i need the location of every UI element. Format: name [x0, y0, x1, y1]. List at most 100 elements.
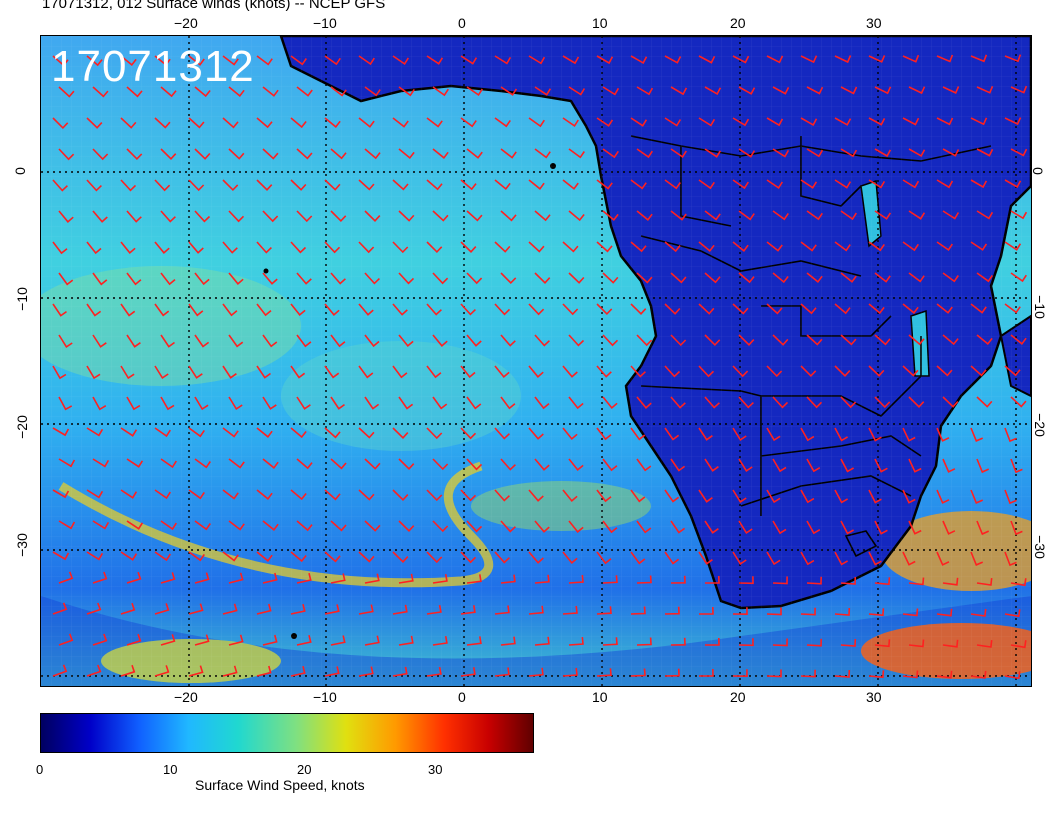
wind-barb	[154, 603, 170, 615]
lat-tick: −30	[13, 533, 30, 557]
wind-barb	[466, 334, 482, 347]
wind-barb	[1010, 520, 1023, 536]
wind-barb	[194, 572, 210, 584]
wind-barb	[738, 86, 756, 95]
wind-barb	[222, 427, 239, 438]
wind-barb	[970, 608, 987, 617]
wind-barb	[630, 55, 648, 65]
wind-barb	[568, 458, 584, 472]
colorbar-tick: 30	[428, 762, 443, 777]
wind-barb	[432, 458, 449, 471]
wind-barb	[970, 179, 988, 189]
wind-barb	[800, 607, 816, 616]
wind-barb	[562, 179, 579, 190]
wind-barb	[528, 667, 544, 677]
lat-tick: −20	[1031, 413, 1048, 437]
wind-barb	[460, 55, 478, 65]
wind-barb	[942, 210, 960, 220]
wind-barb	[188, 665, 204, 677]
wind-barb	[1010, 148, 1028, 157]
wind-barb	[296, 458, 313, 470]
wind-barb	[942, 86, 960, 94]
wind-barb	[154, 179, 171, 192]
wind-barb	[1004, 609, 1021, 618]
wind-barb	[970, 303, 987, 314]
wind-barb	[398, 210, 415, 222]
wind-barb	[699, 606, 714, 615]
wind-barb	[902, 608, 919, 617]
wind-barb	[562, 427, 578, 441]
wind-barb	[698, 241, 715, 253]
date-stamp: 17071312	[51, 42, 255, 91]
wind-barb	[500, 396, 516, 410]
wind-barb	[562, 551, 578, 565]
wind-barb	[874, 396, 891, 409]
wind-barb	[58, 272, 74, 286]
wind-barb	[534, 148, 551, 159]
wind-barb	[296, 396, 311, 410]
wind-barb	[120, 551, 138, 561]
wind-barb	[602, 637, 618, 646]
wind-barb	[256, 55, 273, 66]
wind-barb	[534, 520, 550, 533]
wind-barb	[466, 574, 482, 584]
wind-barb	[596, 303, 613, 316]
wind-barb	[772, 396, 789, 409]
wind-barb	[976, 458, 990, 474]
wind-barb	[222, 665, 238, 677]
wind-barb	[262, 334, 278, 348]
wind-barb	[194, 334, 210, 348]
wind-barb	[392, 666, 408, 677]
wind-barb	[324, 666, 340, 677]
wind-barb	[942, 577, 959, 586]
wind-barb	[500, 574, 516, 584]
wind-barb	[262, 634, 278, 646]
wind-barb	[466, 86, 483, 97]
wind-barb	[670, 148, 687, 159]
wind-map[interactable]: 17071312	[40, 35, 1032, 687]
wind-barb	[562, 303, 579, 316]
wind-barb	[222, 179, 239, 192]
wind-barb	[800, 117, 818, 126]
wind-barb	[568, 334, 585, 347]
wind-barb	[534, 396, 550, 410]
wind-barb	[705, 575, 720, 584]
wind-barb	[602, 575, 618, 584]
wind-barb	[630, 303, 647, 315]
wind-barb	[460, 667, 476, 677]
wind-barb	[86, 303, 102, 317]
wind-barb	[86, 55, 103, 67]
wind-barb	[392, 427, 409, 439]
wind-barb	[330, 573, 346, 584]
wind-barb	[970, 117, 988, 126]
wind-barb	[772, 576, 788, 585]
wind-barb	[494, 365, 510, 379]
wind-barb	[358, 55, 375, 66]
lon-tick: −20	[174, 15, 198, 31]
wind-barb	[806, 458, 821, 473]
wind-barb	[772, 334, 789, 346]
wind-barb	[596, 668, 612, 677]
wind-barb	[1010, 640, 1027, 649]
wind-barb	[534, 458, 550, 471]
wind-barb	[868, 241, 885, 252]
wind-barb	[222, 117, 239, 129]
wind-barb	[154, 303, 170, 317]
wind-barb	[602, 334, 619, 347]
wind-barb	[500, 210, 517, 222]
wind-barb	[732, 489, 747, 504]
wind-barb	[596, 551, 612, 565]
wind-barb	[1010, 272, 1027, 283]
wind-barb	[1010, 210, 1028, 220]
wind-barb	[766, 551, 781, 566]
wind-barb	[1004, 551, 1017, 567]
wind-barb	[466, 210, 483, 222]
wind-barb	[868, 608, 885, 617]
wind-barb	[494, 55, 512, 65]
wind-barb	[432, 573, 448, 584]
lat-tick: −10	[1031, 295, 1048, 319]
wind-barb	[562, 365, 578, 378]
colorbar-tick: 0	[36, 762, 44, 777]
colorbar-label: Surface Wind Speed, knots	[195, 777, 365, 793]
wind-barb	[834, 427, 849, 442]
